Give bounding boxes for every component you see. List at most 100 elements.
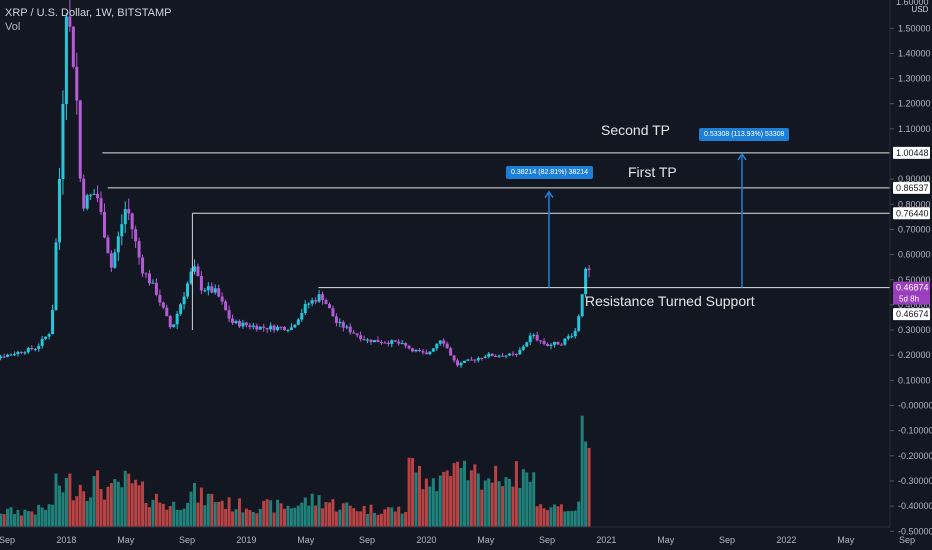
volume-bar [220, 500, 224, 527]
volume-bar [327, 502, 331, 527]
volume-bar [109, 483, 113, 527]
volume-bar [179, 509, 183, 527]
volume-bar [82, 491, 86, 527]
candle-body [507, 353, 511, 356]
candle-body [286, 329, 290, 331]
candle-body [186, 283, 190, 297]
volume-bar [487, 478, 491, 527]
volume-bar [379, 513, 383, 527]
volume-bar [85, 500, 89, 527]
candle-body [241, 322, 245, 327]
volume-bar [89, 497, 93, 527]
volume-bar [12, 514, 16, 527]
candle-body [469, 359, 473, 361]
candle-body [321, 294, 325, 300]
volume-bar [37, 504, 41, 527]
volume-bar [400, 513, 404, 527]
candle-body [210, 286, 214, 293]
candle-body [414, 349, 418, 352]
chart-legend: XRP / U.S. Dollar, 1W, BITSTAMP Vol [5, 6, 171, 34]
candle-body [16, 351, 20, 355]
candle-body [147, 273, 151, 284]
volume-bar [438, 475, 442, 527]
candle-body [307, 303, 311, 305]
volume-bar [518, 487, 522, 527]
candle-body [272, 325, 276, 331]
time-tick-label: May [117, 535, 135, 545]
candle-body [521, 346, 525, 350]
second-tp-label[interactable]: Second TP [601, 122, 671, 138]
volume-bar [369, 504, 373, 527]
volume-bar [189, 491, 193, 527]
volume-bar [210, 494, 214, 527]
support-label[interactable]: Resistance Turned Support [585, 293, 755, 309]
candle-body [511, 353, 515, 355]
symbol-title[interactable]: XRP / U.S. Dollar, 1W, BITSTAMP [5, 7, 172, 19]
volume-bar [75, 496, 79, 527]
volume-bar [566, 511, 570, 527]
volume-bar [16, 509, 20, 527]
volume-bar [127, 473, 131, 527]
candle-body [57, 178, 61, 243]
candle-body [78, 100, 82, 179]
time-axis: Sep 2018 May Sep 2019 May Sep 2020 May Sep 2021 May… [0, 526, 915, 545]
volume-bar [310, 493, 314, 527]
time-tick-label: May [837, 535, 855, 545]
candle-body [397, 341, 401, 344]
candle-body [584, 268, 588, 295]
volume-bar [40, 507, 44, 527]
volume-bar [296, 505, 300, 527]
volume-bar [494, 465, 498, 527]
volume-bar [116, 481, 120, 527]
axis-tick-label: -0.10000 [898, 426, 932, 436]
volume-bar [182, 508, 186, 527]
volume-bar [92, 476, 96, 527]
volume-bar [234, 509, 238, 527]
candle-body [161, 302, 165, 308]
candle-body [92, 193, 96, 195]
candle-body [224, 301, 228, 311]
time-tick-label: 2022 [776, 535, 796, 545]
volume-bar [511, 486, 515, 527]
axis-tick-label: 0.80000 [898, 199, 931, 209]
volume-bar [532, 472, 536, 527]
candle-body [47, 334, 51, 337]
volume-bar [161, 503, 165, 527]
candle-body [473, 359, 477, 361]
measure-box-second[interactable]: 0.53308 (113.93%) 53308 [699, 128, 790, 141]
volume-bar [186, 502, 190, 527]
candle-body [217, 288, 221, 297]
volume-bar [154, 493, 158, 527]
candle-body [449, 348, 453, 356]
volume-bar [168, 506, 172, 527]
volume-bar [501, 486, 505, 527]
volume-bar [151, 499, 155, 527]
candle-body [587, 268, 591, 271]
candle-body [234, 321, 238, 323]
volume-bar [255, 513, 259, 527]
volume-bar [251, 511, 255, 527]
volume-bar [279, 503, 283, 527]
candle-body [172, 324, 176, 328]
candle-body [237, 321, 241, 327]
axis-tick-label: 0.70000 [898, 224, 931, 234]
candle-body [51, 309, 55, 335]
candle-body [30, 347, 34, 350]
volume-bar [51, 504, 55, 527]
volume-bar [165, 509, 169, 527]
candle-body [64, 16, 68, 105]
first-tp-label[interactable]: First TP [628, 164, 677, 180]
volume-bar [462, 460, 466, 527]
volume-bar [217, 501, 221, 527]
level-price-text: 0.86537 [896, 183, 929, 193]
volume-bar [134, 479, 138, 527]
axis-tick-label: 1.10000 [898, 124, 931, 134]
volume-bar [366, 513, 370, 527]
volume-bar [68, 473, 72, 527]
measure-box-first[interactable]: 0.38214 (82.81%) 38214 [506, 166, 594, 179]
volume-label[interactable]: Vol [5, 21, 21, 33]
candle-body [490, 353, 494, 356]
candle-body [577, 316, 581, 331]
